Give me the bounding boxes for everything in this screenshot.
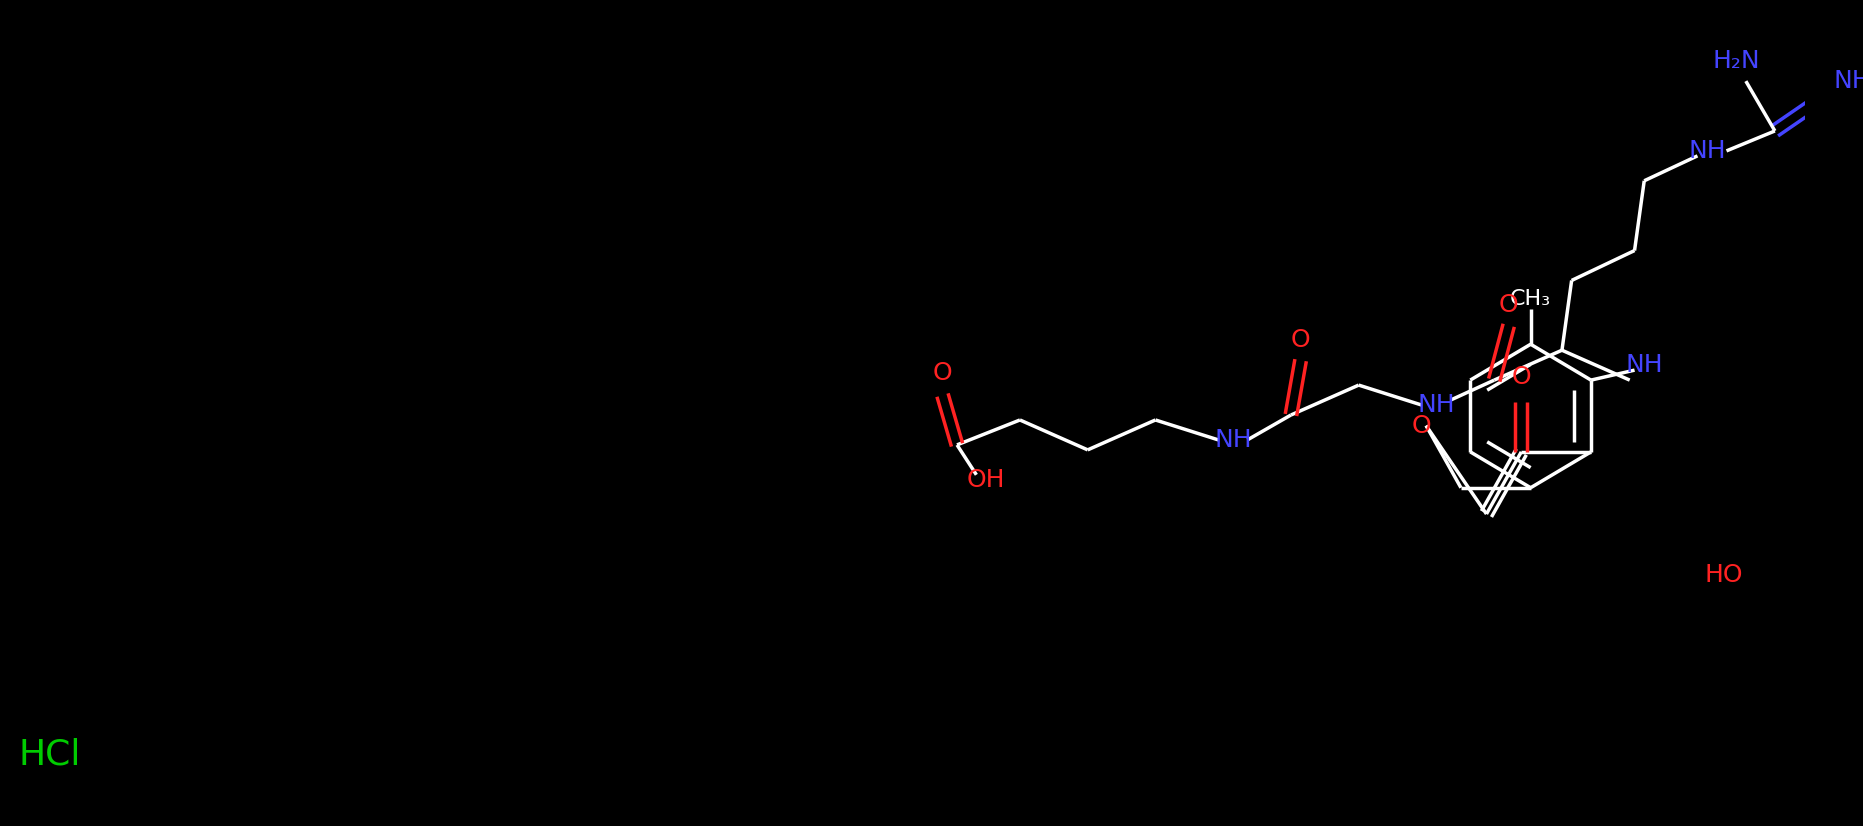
Text: O: O: [1500, 293, 1518, 317]
Text: HCl: HCl: [19, 738, 80, 771]
Text: H₂N: H₂N: [1712, 50, 1761, 74]
Text: OH: OH: [967, 468, 1006, 491]
Text: CH₃: CH₃: [1511, 289, 1552, 310]
Text: O: O: [1511, 365, 1531, 389]
Text: NH: NH: [1625, 354, 1664, 377]
Text: NH: NH: [1688, 139, 1725, 163]
Text: NH: NH: [1215, 428, 1252, 452]
Text: O: O: [933, 361, 952, 385]
Text: HO: HO: [1705, 563, 1744, 587]
Text: NH: NH: [1833, 69, 1863, 93]
Text: NH: NH: [1418, 393, 1455, 417]
Text: O: O: [1412, 414, 1431, 438]
Text: O: O: [1291, 328, 1310, 352]
